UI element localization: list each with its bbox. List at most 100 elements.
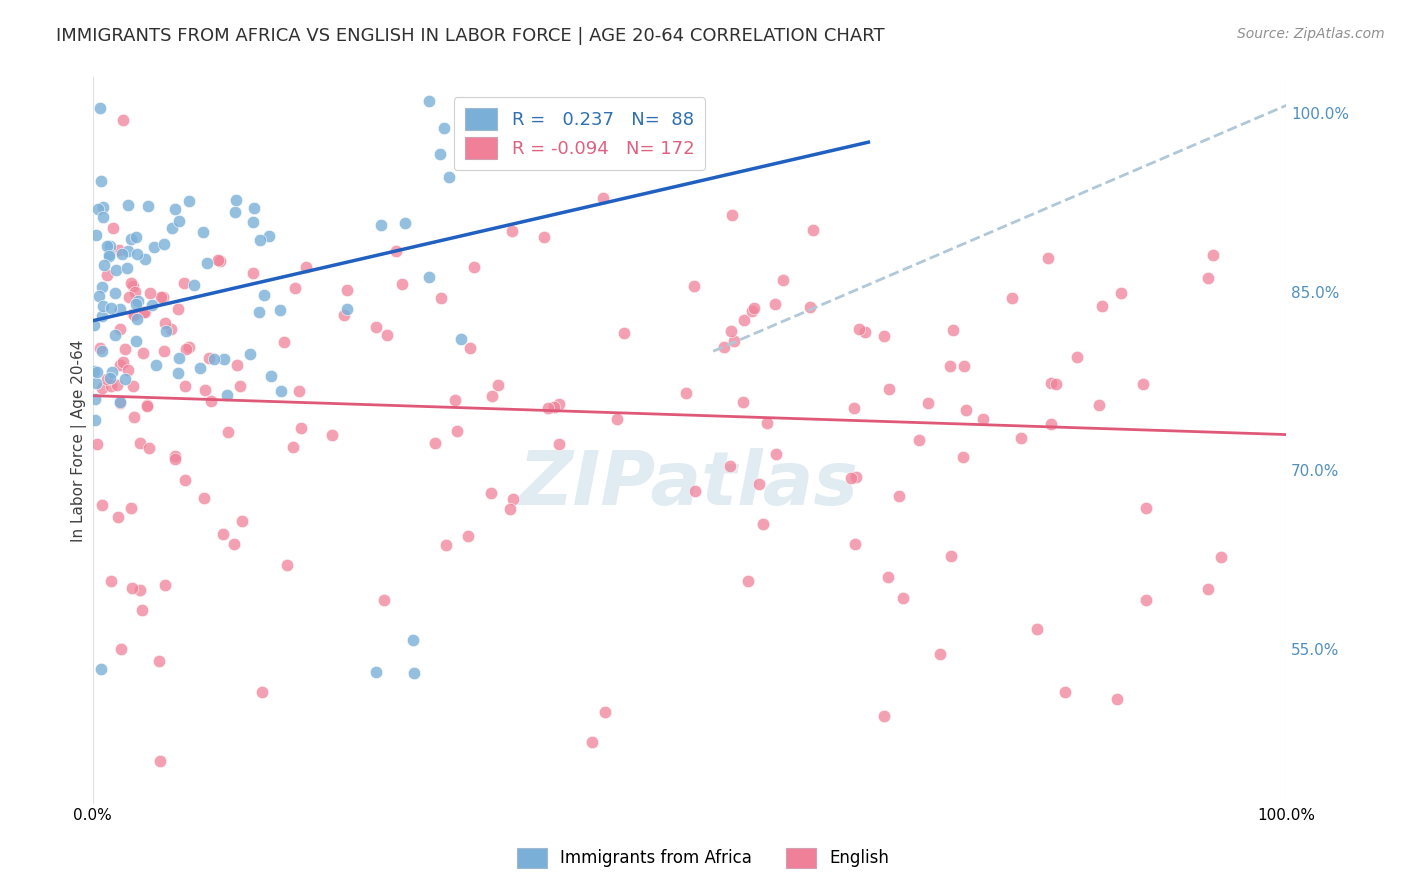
Point: [939, 549, 962, 563]
Point: [418, 269, 440, 284]
Point: [332, 308, 354, 322]
Point: [501, 224, 523, 238]
Point: [107, 243, 129, 257]
Point: [121, 581, 143, 595]
Point: [90, 173, 112, 187]
Point: [1025, 622, 1047, 636]
Point: [89, 101, 111, 115]
Point: [132, 305, 155, 319]
Point: [87, 289, 110, 303]
Point: [723, 334, 745, 348]
Point: [183, 277, 205, 292]
Point: [83, 364, 105, 378]
Point: [138, 441, 160, 455]
Point: [682, 279, 704, 293]
Point: [108, 302, 131, 317]
Point: [122, 379, 145, 393]
Point: [1040, 417, 1063, 432]
Point: [1109, 285, 1132, 300]
Point: [124, 285, 146, 299]
Point: [122, 409, 145, 424]
Point: [955, 403, 977, 417]
Point: [98, 371, 121, 385]
Point: [606, 411, 628, 425]
Point: [430, 291, 453, 305]
Point: [96, 372, 118, 386]
Point: [533, 229, 555, 244]
Point: [336, 283, 359, 297]
Point: [537, 401, 560, 416]
Point: [165, 451, 187, 466]
Point: [134, 252, 156, 267]
Point: [100, 379, 122, 393]
Text: IMMIGRANTS FROM AFRICA VS ENGLISH IN LABOR FORCE | AGE 20-64 CORRELATION CHART: IMMIGRANTS FROM AFRICA VS ENGLISH IN LAB…: [56, 27, 884, 45]
Point: [720, 324, 742, 338]
Point: [373, 592, 395, 607]
Point: [481, 389, 503, 403]
Point: [543, 400, 565, 414]
Point: [86, 365, 108, 379]
Point: [1088, 398, 1111, 412]
Point: [177, 194, 200, 208]
Point: [91, 498, 114, 512]
Point: [499, 502, 522, 516]
Point: [152, 290, 174, 304]
Point: [879, 382, 901, 396]
Point: [100, 301, 122, 315]
Point: [103, 221, 125, 235]
Point: [114, 342, 136, 356]
Point: [177, 340, 200, 354]
Point: [117, 197, 139, 211]
Point: [260, 369, 283, 384]
Point: [288, 384, 311, 399]
Point: [231, 514, 253, 528]
Point: [284, 281, 307, 295]
Point: [1039, 376, 1062, 390]
Point: [873, 708, 896, 723]
Point: [928, 648, 950, 662]
Point: [364, 665, 387, 680]
Point: [502, 491, 524, 506]
Point: [486, 377, 509, 392]
Point: [212, 526, 235, 541]
Point: [153, 237, 176, 252]
Point: [200, 394, 222, 409]
Point: [908, 434, 931, 448]
Point: [917, 395, 939, 409]
Point: [429, 147, 451, 161]
Point: [128, 436, 150, 450]
Point: [1045, 377, 1067, 392]
Point: [155, 325, 177, 339]
Point: [174, 342, 197, 356]
Point: [91, 344, 114, 359]
Point: [772, 273, 794, 287]
Point: [437, 169, 460, 184]
Point: [111, 247, 134, 261]
Point: [1107, 692, 1129, 706]
Point: [194, 383, 217, 397]
Point: [104, 286, 127, 301]
Point: [129, 583, 152, 598]
Point: [257, 229, 280, 244]
Point: [224, 205, 246, 219]
Point: [86, 202, 108, 216]
Point: [250, 685, 273, 699]
Point: [153, 578, 176, 592]
Point: [581, 735, 603, 749]
Point: [91, 200, 114, 214]
Point: [321, 428, 343, 442]
Point: [145, 358, 167, 372]
Point: [375, 328, 398, 343]
Point: [733, 313, 755, 327]
Point: [131, 603, 153, 617]
Point: [1135, 593, 1157, 607]
Point: [84, 413, 107, 427]
Point: [290, 421, 312, 435]
Point: [433, 120, 456, 135]
Point: [336, 302, 359, 317]
Point: [593, 705, 616, 719]
Point: [173, 473, 195, 487]
Point: [107, 509, 129, 524]
Point: [1053, 684, 1076, 698]
Point: [117, 261, 139, 276]
